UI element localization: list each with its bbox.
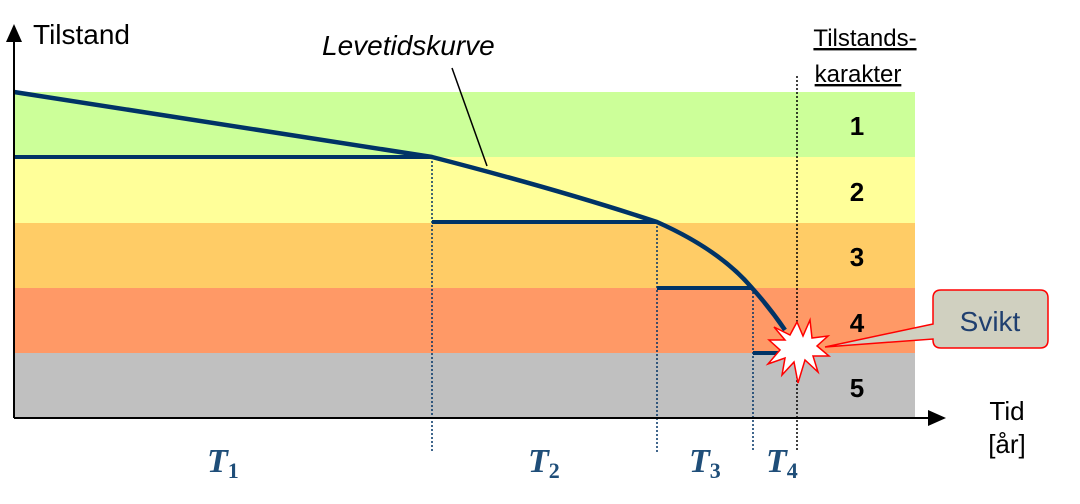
period-label-t2: T2 <box>528 443 560 483</box>
period-label-t3: T3 <box>689 443 721 483</box>
failure-burst-icon <box>765 317 832 384</box>
grade-band-3 <box>14 223 915 288</box>
grade-band-5 <box>14 353 915 418</box>
grade-band-2 <box>14 157 915 223</box>
failure-callout-text: Svikt <box>960 306 1021 337</box>
grade-band-4 <box>14 288 915 353</box>
period-label-t1: T1 <box>207 443 239 483</box>
grade-title-line2: karakter <box>815 61 902 88</box>
y-axis-label: Tilstand <box>33 19 130 50</box>
grade-label-5: 5 <box>850 373 864 403</box>
x-axis-label-line2: [år] <box>988 429 1026 459</box>
x-axis-label-line1: Tid <box>989 396 1024 426</box>
curve-label: Levetidskurve <box>322 30 495 61</box>
grade-label-1: 1 <box>850 111 864 141</box>
grade-label-4: 4 <box>850 308 865 338</box>
lifetime-curve <box>13 89 787 332</box>
grade-title-line1: Tilstands- <box>813 25 916 52</box>
curve-label-leader <box>451 67 488 167</box>
failure-callout: Svikt <box>824 289 1049 349</box>
grade-label-3: 3 <box>850 242 864 272</box>
grade-label-2: 2 <box>850 177 864 207</box>
period-label-t4: T4 <box>766 443 798 483</box>
